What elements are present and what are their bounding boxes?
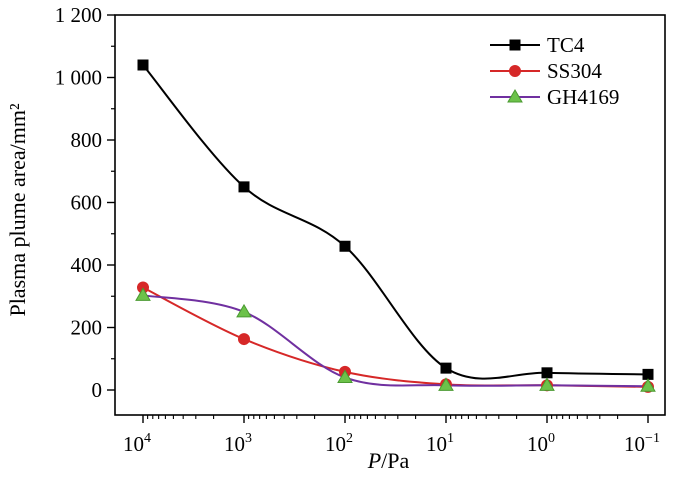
x-tick-exponent: −1 [645,431,660,446]
data-point-square [642,368,654,380]
y-tick-label: 200 [71,316,103,340]
x-tick-exponent: 2 [346,431,353,446]
legend-label: SS304 [547,59,602,83]
y-tick-label: 1 200 [55,3,102,27]
x-axis-label-var: P [367,448,382,473]
series-line-gh4169 [142,294,649,388]
data-point-triangle [135,287,151,301]
data-point-triangle [438,377,454,391]
legend-label: GH4169 [547,85,619,109]
x-tick-exponent: 0 [548,431,555,446]
series-curves [142,64,649,388]
y-tick-label: 600 [71,191,103,215]
y-tick-label: 1 000 [55,66,102,90]
data-point-circle [238,333,250,346]
x-axis-label-unit: /Pa [381,448,410,473]
data-point-square [440,362,452,374]
y-tick-label: 800 [71,128,103,152]
y-axis-label: Plasma plume area/mm² [5,103,30,317]
data-point-triangle [337,369,353,383]
plot-frame [114,14,666,416]
data-point-triangle [539,377,555,391]
data-point-triangle [507,89,523,103]
x-axis-label: P/Pa [0,448,677,474]
data-point-square [541,367,553,379]
x-tick-exponent: 3 [245,431,252,446]
data-point-circle [509,65,521,77]
data-point-square [509,39,521,51]
x-tick-exponent: 4 [144,431,151,446]
data-point-square [137,59,149,71]
x-tick-exponent: 1 [447,431,454,446]
series-line-ss304 [142,286,649,388]
y-tick-label: 400 [71,253,103,277]
data-point-triangle [236,303,252,318]
legend-label: TC4 [547,33,585,57]
series-line-tc4 [142,64,649,380]
y-tick-label: 0 [92,378,103,402]
data-point-square [339,240,351,252]
y-axis: 0 200 400 600 800 1 000 1 200 [55,3,115,402]
series-markers [135,59,656,393]
data-point-triangle [640,378,656,392]
data-point-square [238,181,250,193]
